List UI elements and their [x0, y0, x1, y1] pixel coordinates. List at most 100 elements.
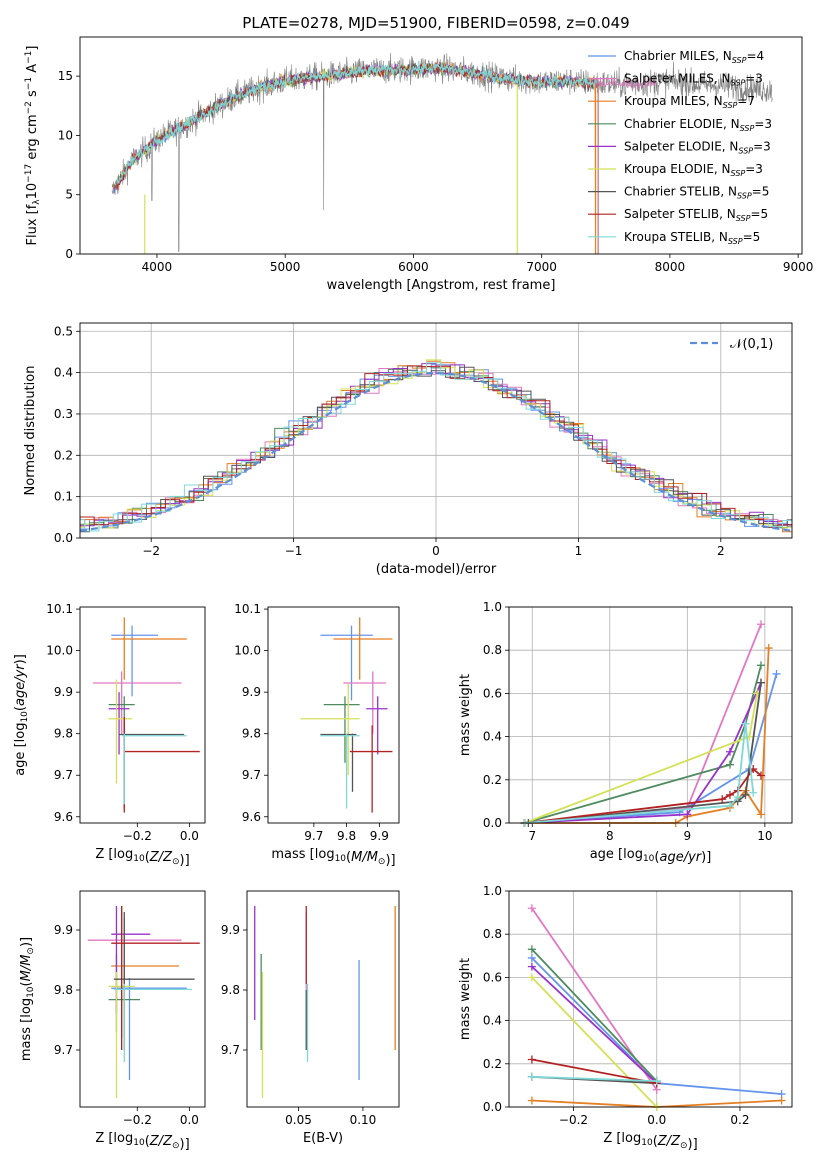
- x-tick-label: 6000: [398, 260, 429, 274]
- histogram-xlabel: (data-model)/error: [376, 562, 497, 577]
- age-mass-weight-xlabel: age [log10(age/yr)]: [590, 847, 712, 865]
- z-mass-weight-lines: [527, 904, 786, 1111]
- mass-weight-point: [741, 719, 750, 728]
- mass-age-frame: [267, 606, 400, 824]
- y-tick-label: 9.8: [242, 727, 261, 741]
- y-tick-label: 10: [58, 128, 73, 142]
- x-tick-label: 0.0: [180, 829, 199, 843]
- ebv-mass-axes: 0.05 0.10 9.7 9.8 9.9: [221, 923, 376, 1127]
- histogram-series: [80, 365, 792, 528]
- mass-weight-series: [531, 965, 658, 1084]
- x-tick-label: 4000: [142, 260, 173, 274]
- y-tick-label: 0: [65, 247, 73, 261]
- mass-weight-series: [524, 623, 762, 824]
- legend-label: Kroupa ELODIE, NSSP=3: [624, 162, 763, 178]
- mass-weight-series: [528, 682, 762, 824]
- mass-age-axes: 9.7 9.8 9.9 9.6 9.7 9.8 9.9 10.0 10.1: [234, 602, 389, 843]
- y-tick-label: 0.0: [54, 531, 73, 545]
- x-tick-label: 2: [717, 544, 725, 558]
- mass-weight-point: [756, 810, 765, 819]
- mass-weight-series: [524, 723, 755, 824]
- z-mass-frame: [79, 890, 206, 1108]
- spectrum-legend: Chabrier MILES, NSSP=4 Salpeter MILES, NS…: [588, 49, 772, 246]
- histogram-series: [80, 366, 792, 533]
- y-tick-label: 9.9: [54, 923, 73, 937]
- z-mass-axes: −0.2 0.0 9.7 9.8 9.9: [54, 923, 199, 1127]
- x-tick-label: −1: [285, 544, 303, 558]
- y-tick-label: 9.8: [54, 983, 73, 997]
- legend-label: Salpeter MILES, NSSP=3: [624, 72, 763, 88]
- mass-weight-series: [524, 665, 762, 824]
- y-tick-label: 10.0: [46, 644, 73, 658]
- z-mass-xlabel: Z [log10(Z/Z⊙)]: [95, 1131, 189, 1152]
- ebv-mass-errorbars: [254, 906, 396, 1098]
- histogram-series: [80, 360, 792, 533]
- mass-weight-point: [527, 973, 536, 982]
- y-tick-label: 1.0: [483, 884, 502, 898]
- z-mass-errorbars: [87, 906, 200, 1098]
- x-tick-label: 9.7: [304, 829, 323, 843]
- mass-weight-point: [756, 661, 765, 670]
- y-tick-label: 10.1: [234, 602, 261, 616]
- z-mass-weight-frame: [508, 890, 793, 1108]
- mass-weight-series: [524, 682, 762, 824]
- y-tick-label: 9.6: [242, 810, 261, 824]
- legend-label: Salpeter STELIB, NSSP=5: [624, 207, 768, 223]
- y-tick-label: 0.8: [483, 927, 502, 941]
- mass-weight-point: [527, 945, 536, 954]
- y-tick-label: 9.9: [221, 923, 240, 937]
- x-tick-label: 8: [606, 829, 614, 843]
- mass-weight-point: [527, 962, 536, 971]
- normal-reference-curve: [80, 371, 792, 532]
- y-tick-label: 0.2: [483, 1057, 502, 1071]
- mass-weight-point: [725, 760, 734, 769]
- y-tick-label: 0.0: [483, 816, 502, 830]
- mass-weight-point: [733, 793, 742, 802]
- y-tick-label: 9.7: [54, 768, 73, 782]
- x-tick-label: 0.10: [350, 1113, 377, 1127]
- mass-weight-point: [725, 801, 734, 810]
- spectrum-frame: [79, 36, 803, 255]
- y-tick-label: 0.2: [483, 773, 502, 787]
- z-mass-ylabel: mass [log10(M/M⊙)]: [19, 937, 36, 1061]
- legend-label: 𝒩(0,1): [730, 337, 773, 352]
- x-tick-label: −2: [142, 544, 160, 558]
- x-tick-label: 0.0: [647, 1113, 666, 1127]
- mass-weight-point: [725, 790, 734, 799]
- z-mass-weight-ylabel: mass weight: [458, 958, 473, 1040]
- spectrum-axes: 4000 5000 6000 7000 8000 9000 0 5 10 15: [58, 69, 814, 274]
- z-age-frame: [79, 606, 206, 824]
- histogram-series: [80, 362, 792, 532]
- mass-weight-point: [527, 1072, 536, 1081]
- residual-histogram-axes: −2 −1 0 1 2 0.0 0.1 0.2 0.3 0.4 0.5: [54, 323, 792, 558]
- mass-weight-series: [524, 673, 778, 824]
- mass-weight-series: [531, 1058, 657, 1085]
- y-tick-label: 1.0: [483, 600, 502, 614]
- mass-weight-point: [652, 1077, 661, 1086]
- mass-weight-series: [531, 1075, 657, 1082]
- mass-weight-point: [772, 669, 781, 678]
- x-tick-label: 5000: [270, 260, 301, 274]
- legend-label: Kroupa STELIB, NSSP=5: [624, 230, 760, 246]
- mass-weight-point: [527, 953, 536, 962]
- mass-weight-point: [764, 644, 773, 653]
- mass-weight-point: [725, 747, 734, 756]
- z-age-ylabel: age [log10(age/yr)]: [13, 654, 30, 776]
- legend-label: Chabrier MILES, NSSP=4: [624, 49, 764, 65]
- legend-label: Kroupa MILES, NSSP=7: [624, 94, 755, 110]
- mass-weight-point: [756, 620, 765, 629]
- z-age-xlabel: Z [log10(Z/Z⊙)]: [95, 847, 189, 868]
- age-mass-weight-lines: [520, 620, 781, 827]
- histogram-steps: [80, 359, 792, 533]
- mass-age-errorbars: [300, 617, 393, 813]
- legend-label: Chabrier STELIB, NSSP=5: [624, 185, 769, 201]
- mass-weight-point: [777, 1096, 786, 1105]
- mass-weight-point: [527, 904, 536, 913]
- figure-title: PLATE=0278, MJD=51900, FIBERID=0598, z=0…: [242, 14, 629, 32]
- x-tick-label: 9.9: [370, 829, 389, 843]
- z-age-axes: −0.2 0.0 9.6 9.7 9.8 9.9 10.0 10.1: [46, 602, 199, 843]
- mass-weight-point: [741, 790, 750, 799]
- y-tick-label: 9.9: [242, 685, 261, 699]
- mass-weight-series: [524, 767, 762, 824]
